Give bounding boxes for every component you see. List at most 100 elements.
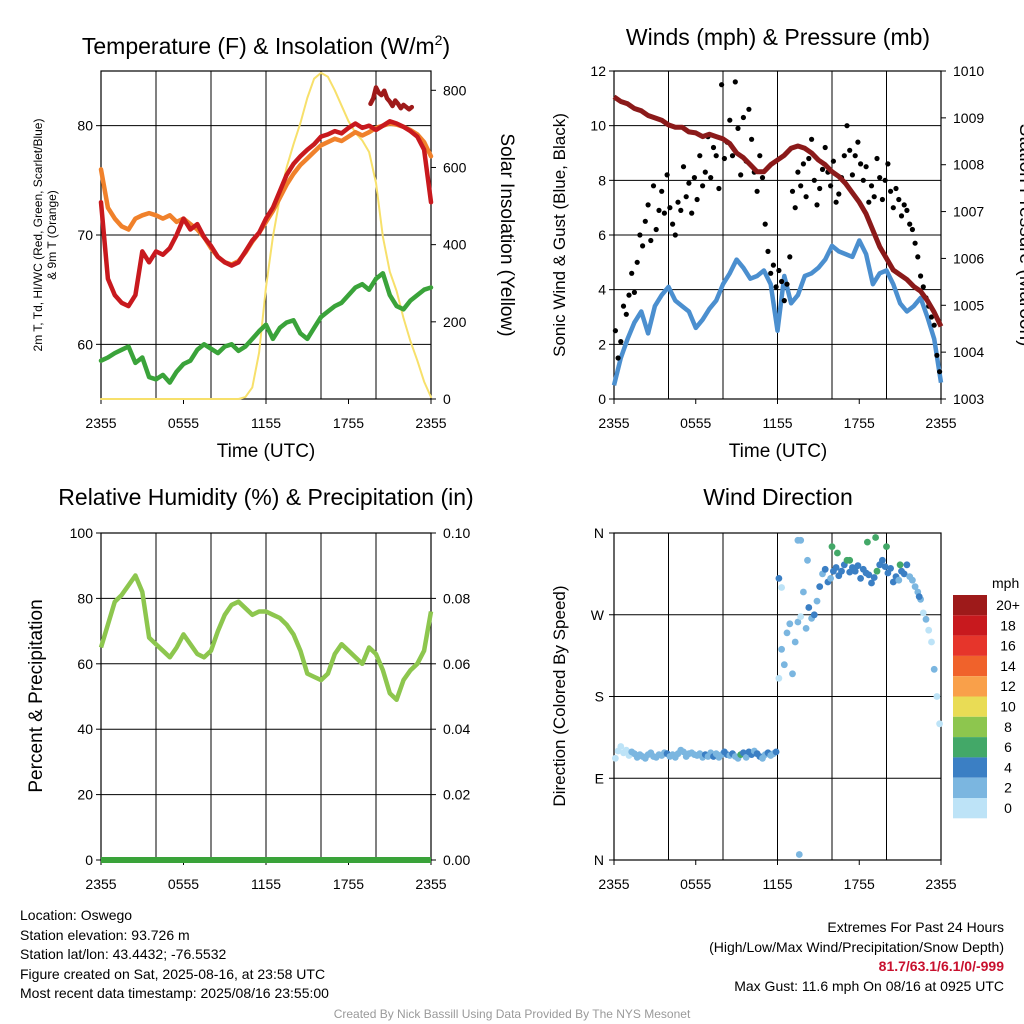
- x-tick-label: 0555: [168, 876, 199, 892]
- x-tick-label: 0555: [168, 415, 199, 431]
- gust-point: [803, 194, 809, 200]
- series-line-temp-4: [368, 85, 415, 112]
- wind-direction-chart: 2355 0555 1155 1755 2355 N E S W N Wind Direction D…: [550, 484, 1020, 892]
- gust-point: [694, 196, 700, 203]
- colorbar-label: 16: [1000, 638, 1016, 654]
- y-tick-label-left: N: [594, 852, 604, 868]
- direction-point: [797, 613, 805, 620]
- extremes-description: (High/Low/Max Wind/Precipitation/Snow De…: [709, 938, 1004, 955]
- gust-point: [847, 147, 853, 153]
- direction-point: [854, 562, 862, 570]
- y-tick-label-right: 600: [443, 159, 467, 175]
- gust-point: [852, 153, 858, 159]
- x-tick-label: 1755: [844, 415, 875, 431]
- gust-point: [623, 311, 629, 317]
- gust-point: [893, 185, 899, 192]
- station-elevation: Station elevation: 93.726 m: [20, 926, 190, 943]
- gust-point: [650, 183, 657, 189]
- series-line-temp-3: [100, 71, 432, 400]
- y-axis-label-left: Sonic Wind & Gust (Blue, Black): [550, 113, 569, 357]
- direction-point: [846, 556, 854, 564]
- gust-point: [830, 158, 837, 164]
- gust-point: [759, 175, 766, 181]
- direction-point: [816, 583, 824, 590]
- gust-point: [729, 153, 736, 159]
- gust-point: [915, 254, 921, 260]
- title-close: ): [442, 33, 450, 59]
- direction-point: [810, 611, 818, 619]
- direction-point: [896, 561, 904, 569]
- colorbar-swatch: [953, 777, 987, 798]
- gust-point: [871, 194, 877, 200]
- direction-point: [870, 574, 878, 581]
- direction-point: [775, 575, 783, 582]
- direction-point: [909, 576, 916, 584]
- y-tick-label-right: 200: [443, 314, 467, 330]
- y-tick-label-right: 1009: [953, 110, 984, 126]
- gust-point: [765, 248, 771, 254]
- direction-point: [936, 720, 943, 728]
- direction-point: [802, 625, 810, 632]
- y-tick-label-right: 1005: [953, 297, 984, 313]
- x-tick-label: 0555: [680, 415, 711, 431]
- colorbar-label: 20+: [996, 597, 1020, 613]
- gust-point: [789, 188, 796, 194]
- direction-point: [791, 638, 799, 646]
- y-tick-label-left: W: [591, 607, 605, 623]
- x-tick-label: 2355: [925, 876, 956, 892]
- station-location: Location: Oswego: [20, 907, 133, 923]
- gust-point: [754, 188, 760, 194]
- y-tick-label-right: 1010: [953, 63, 984, 79]
- x-tick-label: 1155: [762, 876, 792, 892]
- colorbar-label: 4: [1004, 759, 1012, 775]
- direction-point: [879, 556, 886, 564]
- y-tick-label-left: 80: [77, 118, 93, 134]
- gust-point: [931, 322, 937, 328]
- direction-point: [775, 674, 783, 682]
- gust-point: [795, 169, 801, 175]
- x-tick-label: 1755: [844, 876, 875, 892]
- gust-point: [828, 183, 834, 189]
- gust-point: [858, 161, 864, 167]
- gust-point: [877, 175, 883, 181]
- gust-point: [833, 199, 839, 205]
- gust-point: [841, 153, 847, 159]
- x-tick-label: 1155: [251, 415, 281, 431]
- gust-point: [811, 177, 817, 183]
- y-tick-label-left: S: [595, 689, 604, 705]
- direction-point: [783, 629, 791, 637]
- direction-point: [872, 534, 879, 541]
- gust-point: [732, 79, 738, 85]
- y-tick-label-left: 6: [598, 227, 606, 243]
- gust-point: [920, 284, 926, 290]
- y-tick-label-left: 0: [85, 852, 93, 868]
- direction-point: [883, 543, 890, 550]
- gust-point: [645, 202, 651, 208]
- gust-point: [762, 221, 768, 227]
- gust-point: [749, 136, 755, 142]
- direction-point: [622, 746, 630, 754]
- gust-point: [642, 218, 648, 224]
- gust-point: [680, 164, 687, 170]
- direction-point: [919, 609, 927, 617]
- gust-point: [784, 281, 790, 287]
- gust-point: [637, 232, 643, 238]
- direction-point: [915, 593, 923, 600]
- x-tick-label: 2355: [415, 415, 446, 431]
- direction-point: [851, 567, 859, 575]
- y-tick-label-right: 400: [443, 237, 467, 253]
- gust-point: [819, 166, 826, 172]
- direction-point: [887, 565, 894, 572]
- y-tick-label-right: 1007: [953, 204, 984, 220]
- gust-point: [814, 202, 820, 208]
- gust-point: [868, 183, 875, 189]
- gust-point: [849, 172, 856, 178]
- y-tick-label-right: 0.02: [443, 787, 470, 803]
- x-tick-label: 1755: [333, 415, 364, 431]
- direction-point: [834, 549, 841, 557]
- station-info: Location: Oswego Station elevation: 93.7…: [20, 906, 329, 1004]
- colorbar-label: 6: [1004, 739, 1012, 755]
- y-tick-label-left: 0: [598, 391, 606, 407]
- direction-point: [800, 588, 807, 596]
